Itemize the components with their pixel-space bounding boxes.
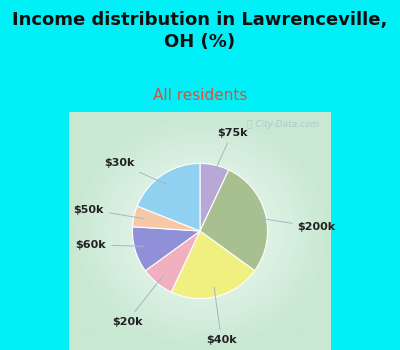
Wedge shape xyxy=(171,231,255,299)
Text: $75k: $75k xyxy=(213,128,248,175)
Wedge shape xyxy=(137,163,200,231)
Wedge shape xyxy=(132,206,200,231)
Text: $200k: $200k xyxy=(256,218,336,232)
Text: $20k: $20k xyxy=(112,276,163,327)
Text: $40k: $40k xyxy=(206,287,237,345)
Wedge shape xyxy=(200,163,229,231)
Wedge shape xyxy=(145,231,200,292)
Text: All residents: All residents xyxy=(153,88,247,103)
Text: $60k: $60k xyxy=(76,240,144,250)
Text: Income distribution in Lawrenceville,
OH (%): Income distribution in Lawrenceville, OH… xyxy=(12,10,388,51)
Wedge shape xyxy=(200,170,268,271)
Text: $50k: $50k xyxy=(74,204,143,218)
Text: $30k: $30k xyxy=(104,159,166,184)
Text: ⓘ City-Data.com: ⓘ City-Data.com xyxy=(247,120,319,129)
Wedge shape xyxy=(132,227,200,271)
